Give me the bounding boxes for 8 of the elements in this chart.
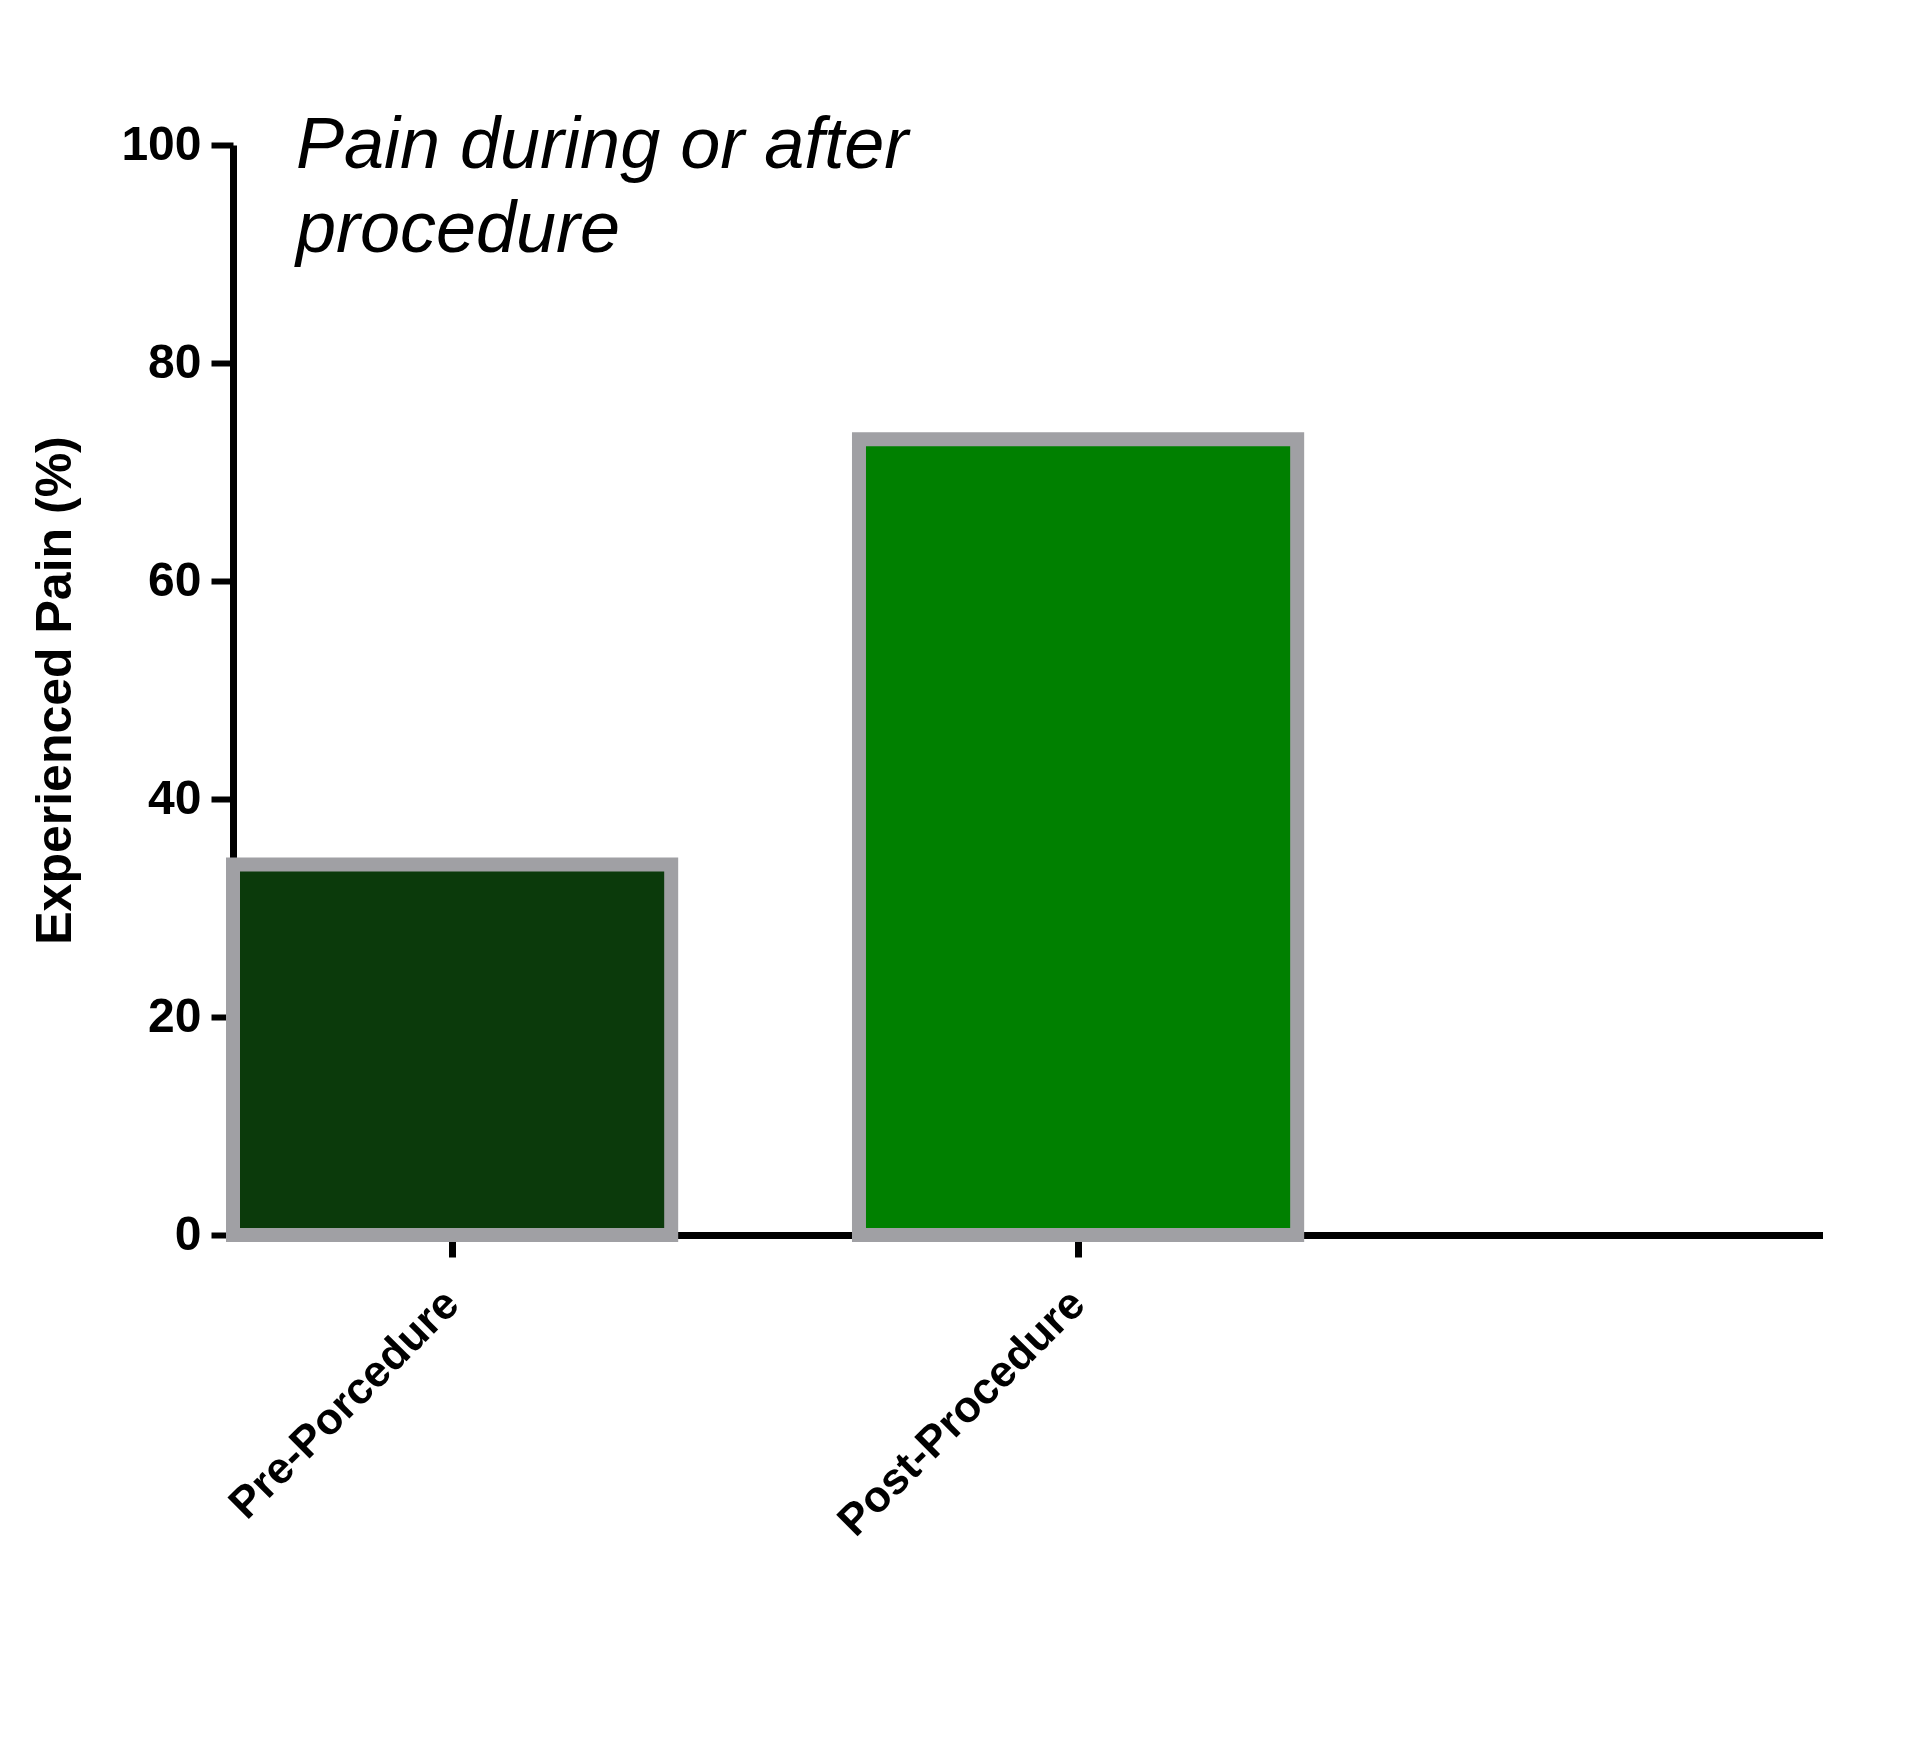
- y-tick-label: 80: [148, 334, 202, 388]
- y-tick-label: 100: [121, 116, 202, 170]
- chart-title: Pain during or after procedure: [293, 103, 912, 267]
- y-tick-label: 40: [148, 770, 202, 824]
- y-tick-label: 0: [174, 1206, 202, 1260]
- y-tick-label: 20: [148, 988, 202, 1042]
- y-axis-title: Experienced Pain (%): [26, 436, 83, 945]
- y-tick-label: 60: [148, 552, 202, 606]
